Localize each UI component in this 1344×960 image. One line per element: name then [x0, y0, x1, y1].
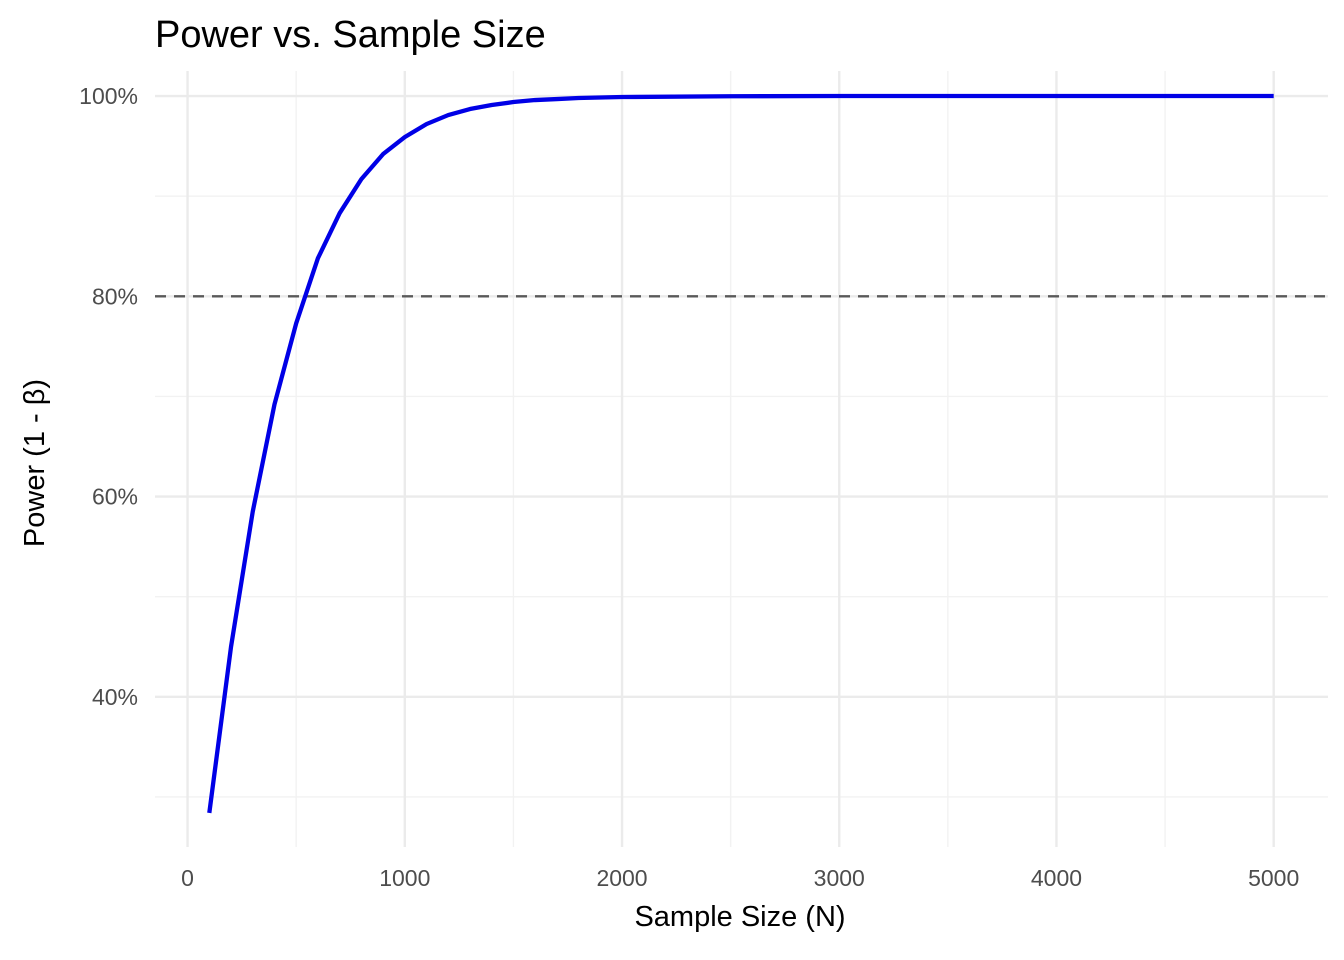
x-axis-title: Sample Size (N) — [634, 901, 845, 933]
x-tick-label: 4000 — [1031, 865, 1082, 891]
y-tick-label: 40% — [92, 684, 138, 710]
series-layer — [207, 93, 1274, 814]
x-tick-label: 1000 — [379, 865, 430, 891]
grid — [155, 71, 1328, 847]
power-curve-line — [207, 93, 1274, 814]
y-tick-label: 60% — [92, 484, 138, 510]
x-tick-label: 2000 — [596, 865, 647, 891]
x-axis-tick-labels: 0 1000 2000 3000 4000 5000 — [181, 865, 1299, 891]
x-tick-label: 5000 — [1248, 865, 1299, 891]
y-axis-title: Power (1 - β) — [19, 379, 51, 547]
y-axis-tick-labels: 40% 60% 80% 100% — [79, 83, 138, 710]
x-tick-label: 3000 — [814, 865, 865, 891]
chart-title: Power vs. Sample Size — [155, 14, 546, 56]
y-tick-label: 100% — [79, 83, 138, 109]
y-tick-label: 80% — [92, 283, 138, 309]
x-tick-label: 0 — [181, 865, 194, 891]
